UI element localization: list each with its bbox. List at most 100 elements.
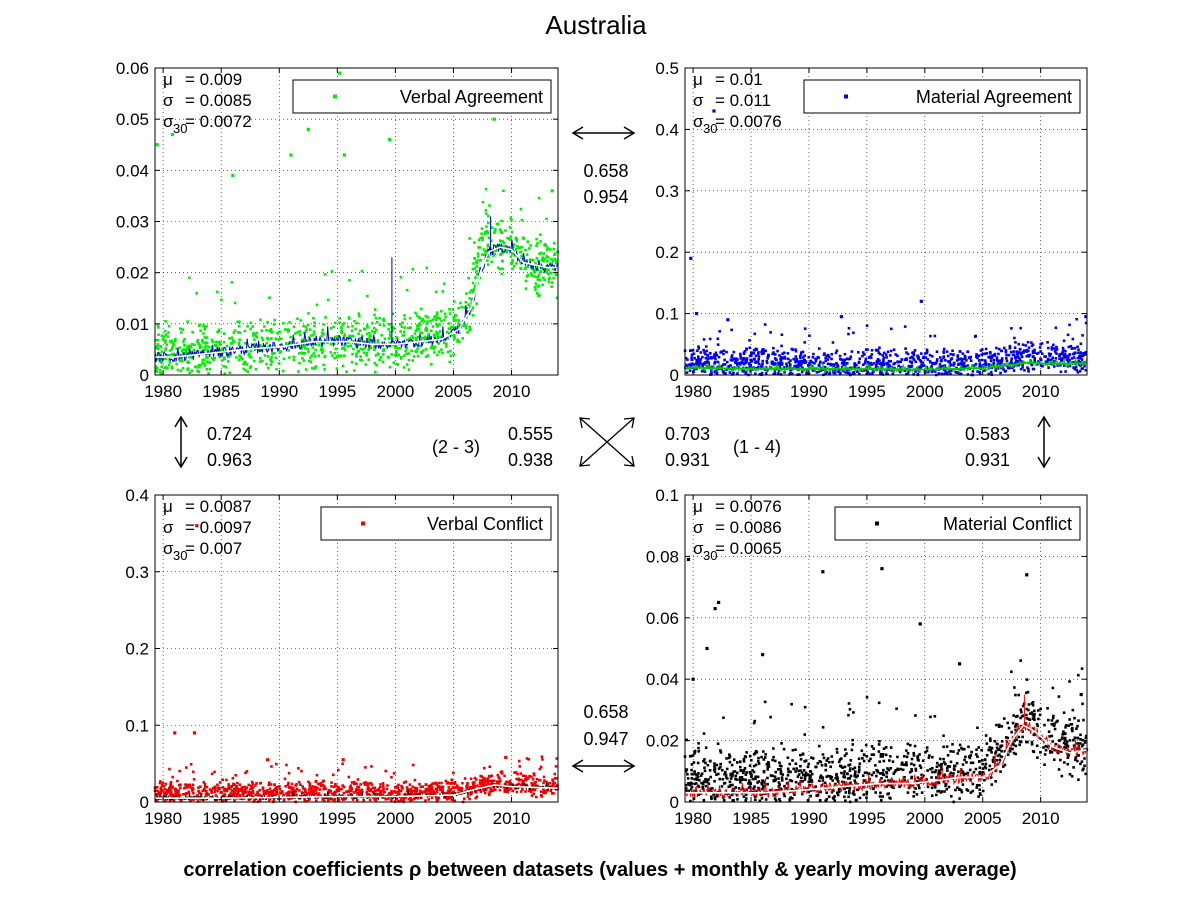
scatter-point [916, 355, 920, 359]
scatter-point [935, 359, 939, 363]
scatter-point [862, 352, 866, 356]
scatter-point [190, 356, 194, 360]
scatter-point [769, 774, 773, 777]
scatter-point [421, 336, 425, 340]
scatter-point [1017, 693, 1021, 697]
scatter-point [303, 799, 307, 802]
scatter-point [1075, 368, 1079, 372]
scatter-point [704, 784, 708, 788]
scatter-point [374, 799, 378, 802]
stat-mu-value: = 0.0087 [185, 497, 252, 516]
scatter-point [368, 331, 371, 335]
scatter-point [797, 365, 801, 369]
scatter-point [160, 350, 164, 353]
scatter-point [1071, 729, 1074, 733]
scatter-point [762, 758, 766, 761]
scatter-point [170, 797, 174, 801]
scatter-point [539, 794, 543, 797]
scatter-point [158, 781, 162, 785]
scatter-point [1019, 659, 1023, 662]
scatter-point [173, 787, 177, 791]
scatter-point [809, 359, 813, 363]
scatter-point [251, 782, 255, 786]
scatter-point [759, 366, 762, 369]
scatter-point [1021, 704, 1025, 708]
scatter-point [1076, 351, 1080, 355]
scatter-point [270, 765, 273, 768]
scatter-outlier [338, 71, 342, 75]
scatter-point [287, 349, 291, 352]
scatter-point [752, 770, 756, 774]
scatter-point [307, 359, 311, 363]
y-tick-label: 0.01 [116, 315, 149, 334]
scatter-point [1026, 740, 1029, 744]
scatter-point [382, 788, 385, 792]
scatter-point [910, 757, 914, 761]
scatter-point [793, 793, 796, 796]
scatter-point [944, 784, 947, 788]
scatter-point [155, 344, 159, 348]
scatter-point [951, 353, 955, 357]
scatter-point [521, 780, 525, 784]
panel-verbal-conflict: 1980 1985 1990 1995 2000 2005 201000.10.20.30.… [125, 486, 560, 828]
scatter-point [307, 350, 310, 353]
ticks: 1980 1985 1990 1995 2000 2005 201000.010.020.0… [116, 59, 558, 401]
scatter-point [1060, 357, 1064, 360]
scatter-point [508, 783, 511, 787]
scatter-point [698, 778, 701, 782]
scatter-point [847, 357, 850, 361]
scatter-point [1058, 739, 1061, 742]
scatter-point [882, 768, 885, 772]
scatter-point [778, 799, 782, 803]
scatter-point [827, 795, 831, 798]
scatter-point [803, 358, 807, 362]
scatter-point [350, 334, 354, 338]
scatter-point [294, 793, 297, 796]
scatter-point [764, 798, 768, 801]
scatter-point [475, 795, 479, 799]
scatter-point [742, 759, 746, 763]
scatter-point [196, 338, 200, 342]
scatter-point [1048, 354, 1051, 358]
scatter-point [915, 780, 919, 783]
scatter-point [354, 789, 358, 792]
scatter-point [819, 790, 822, 794]
scatter-point [771, 352, 774, 356]
scatter-point [996, 359, 999, 363]
scatter-point [797, 360, 801, 364]
scatter-point [795, 357, 798, 361]
scatter-point [742, 352, 746, 355]
scatter-point [310, 791, 314, 795]
scatter-point [547, 278, 551, 281]
scatter-point [393, 790, 396, 793]
scatter-point [997, 723, 1001, 727]
scatter-point [390, 775, 393, 779]
scatter-point [874, 764, 877, 767]
scatter-point [192, 348, 196, 352]
scatter-point [862, 369, 866, 372]
scatter-point [694, 782, 698, 785]
scatter-point [474, 796, 478, 800]
scatter-point [255, 335, 259, 339]
scatter-point [375, 789, 379, 792]
scatter-point [413, 792, 417, 796]
scatter-point [967, 356, 971, 359]
scatter-point [1033, 360, 1036, 364]
scatter-point [516, 244, 519, 248]
scatter-point [993, 354, 997, 357]
scatter-point [451, 308, 455, 311]
scatter-point [1038, 346, 1042, 349]
scatter-point [1019, 716, 1022, 720]
scatter-point [905, 372, 908, 376]
scatter-point [453, 335, 456, 339]
scatter-point [548, 248, 552, 251]
scatter-point [858, 372, 861, 376]
scatter-point [390, 323, 393, 326]
scatter-point [922, 364, 926, 367]
x-tick-label: 1980 [674, 809, 712, 828]
scatter-point [692, 761, 696, 764]
scatter-point [340, 330, 343, 334]
scatter-point [248, 366, 252, 370]
scatter-point [405, 786, 409, 789]
scatter-point [482, 789, 486, 792]
